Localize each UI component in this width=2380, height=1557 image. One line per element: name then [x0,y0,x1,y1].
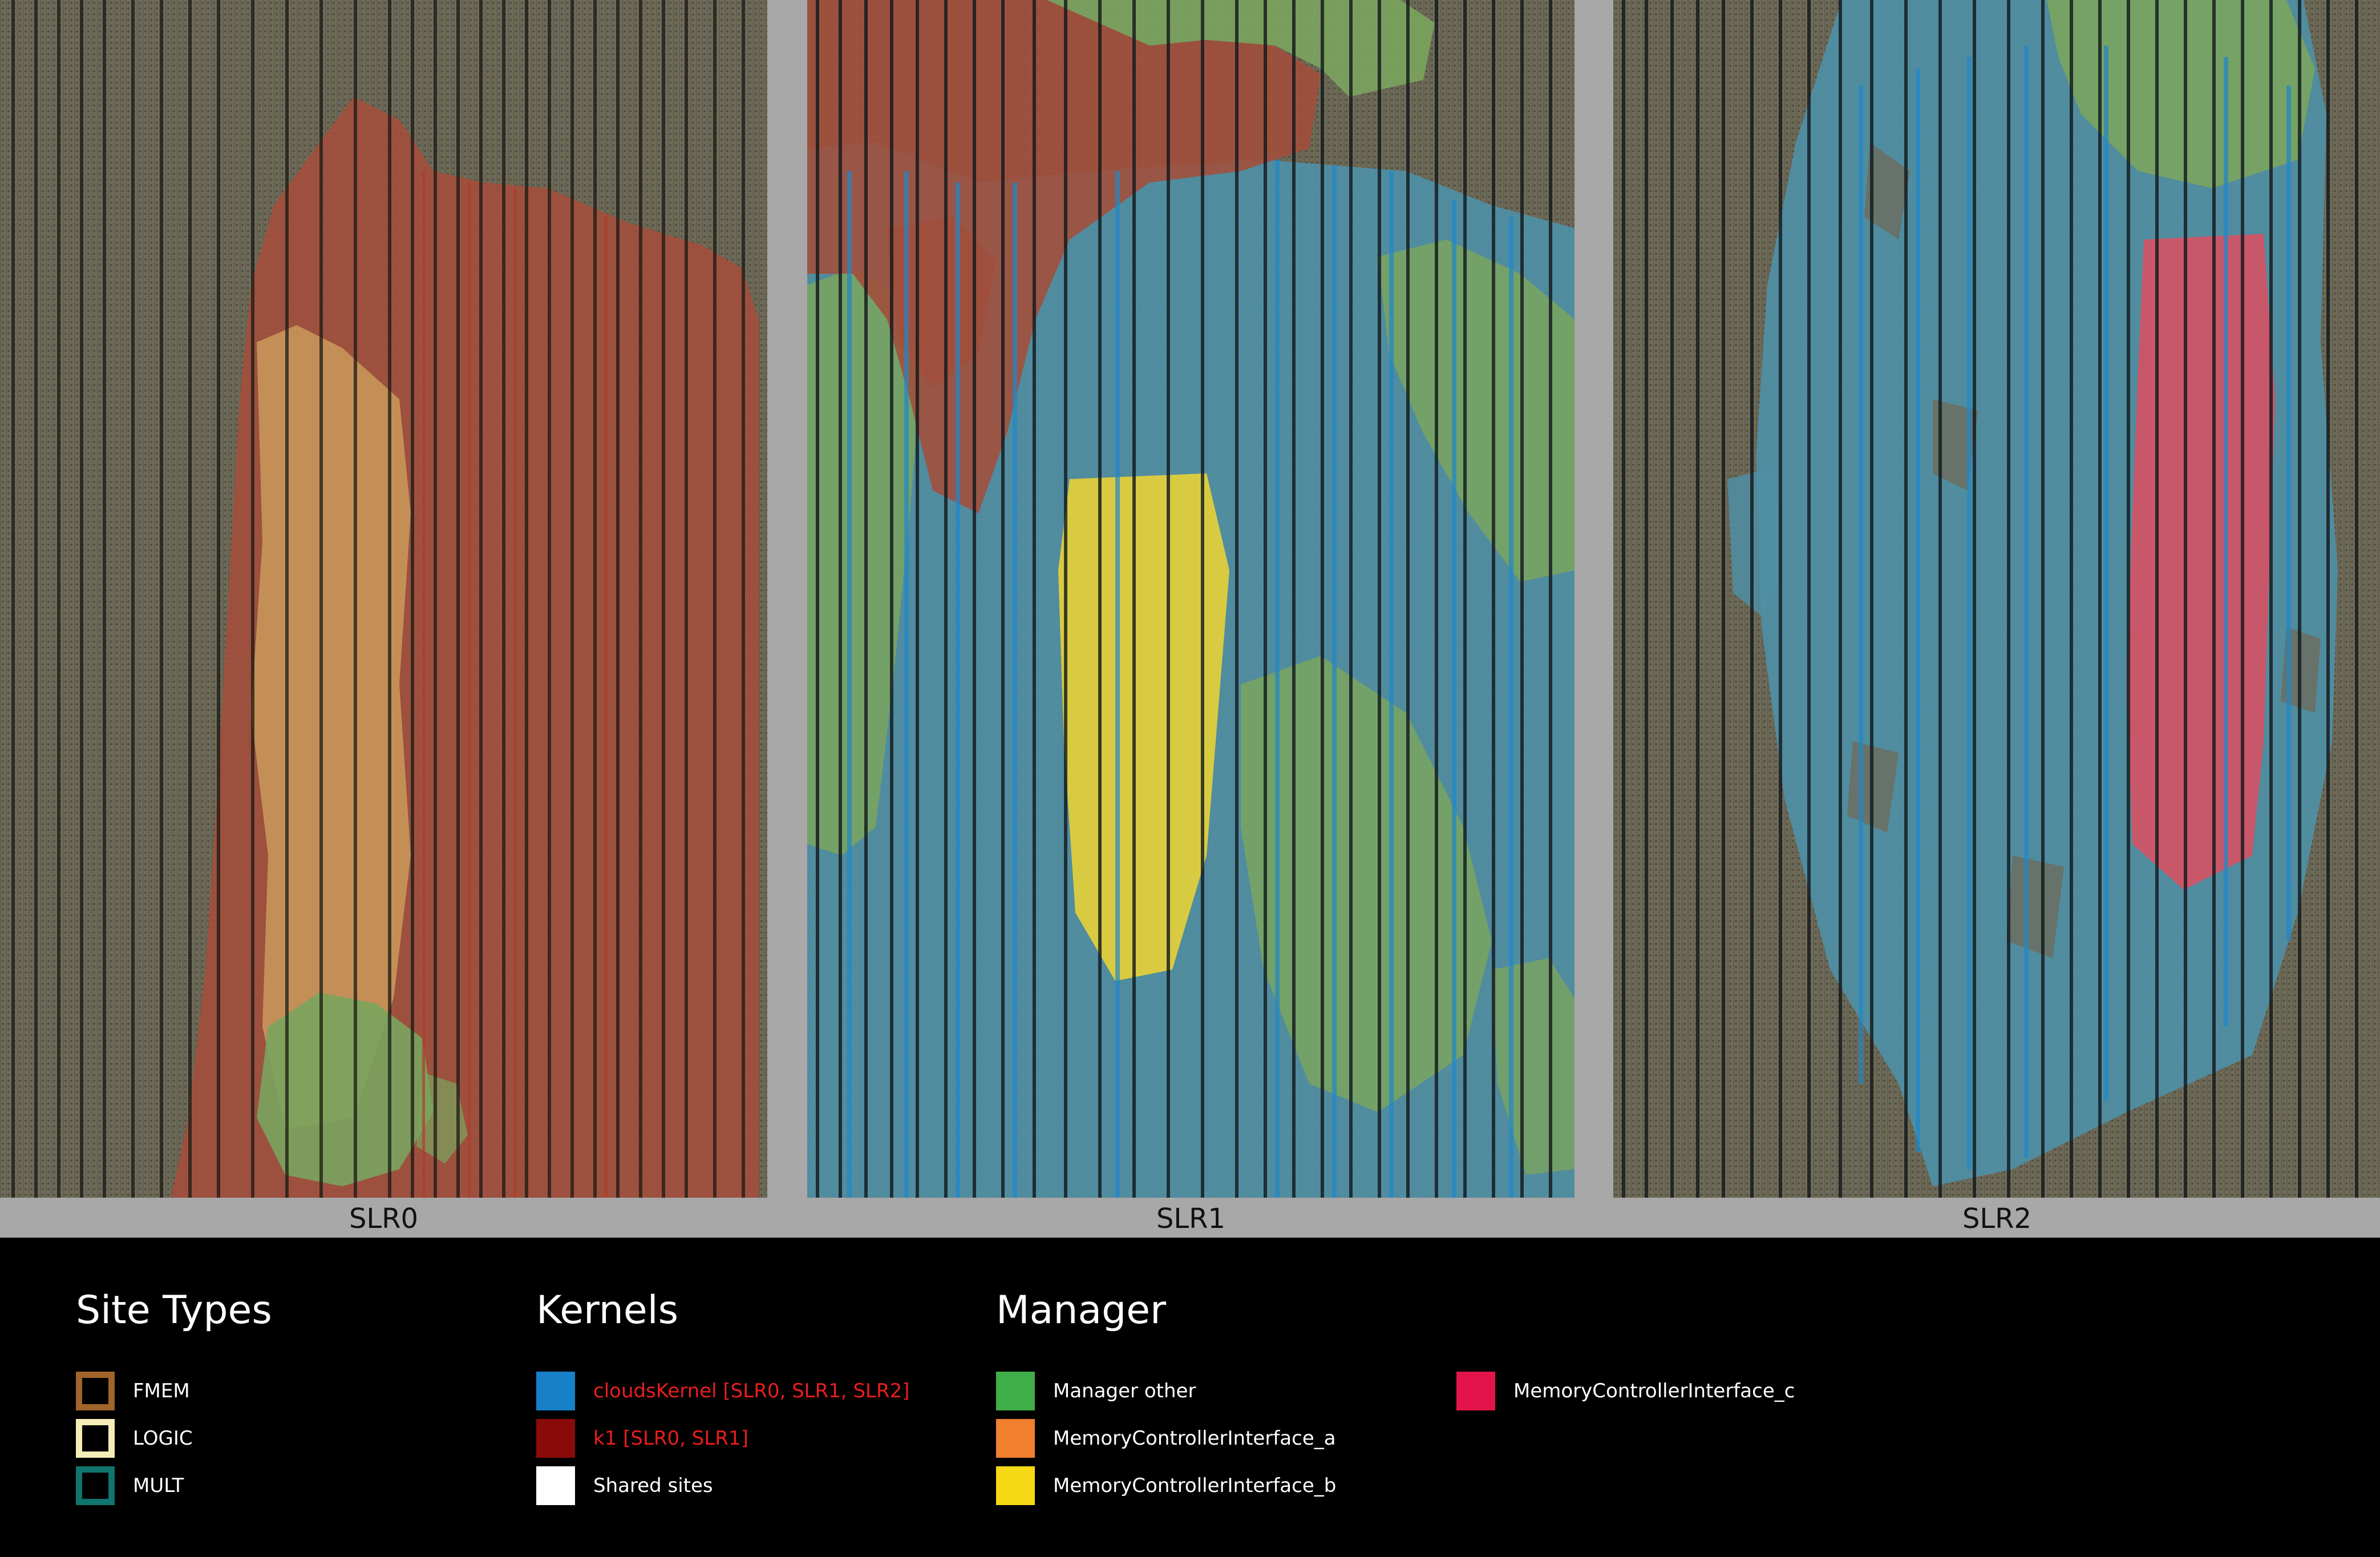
column-stripes [11,0,745,1198]
mci-c-region [2127,234,2275,890]
site-types-title: Site Types [76,1288,272,1333]
clouds-region-2 [1727,468,1784,616]
slr2-placement-map [1622,0,2358,1198]
fmem-swatch [76,1372,115,1410]
slr1-panel [807,0,1574,1198]
kernels-title: Kernels [536,1288,679,1333]
manager-other-region-2 [416,1072,468,1163]
manager-other-label: Manager other [1053,1380,1196,1402]
k1-column-stripes [422,171,608,1198]
clouds-column-stripes [847,160,1513,1198]
slr2-panel [1613,0,2380,1198]
clouds-kernel-label: cloudsKernel [SLR0, SLR1, SLR2] [593,1380,910,1402]
manager-other-swatch [996,1372,1035,1410]
mci-a-label: MemoryControllerInterface_a [1053,1427,1336,1450]
shared-sites-label: Shared sites [593,1474,713,1497]
logic-label: LOGIC [133,1427,193,1450]
clouds-column-stripes [1859,46,2291,1169]
device-floorplan: SLR0 [0,0,2380,1238]
k1-label: k1 [SLR0, SLR1] [593,1427,748,1450]
mci-c-label: MemoryControllerInterface_c [1513,1380,1795,1402]
shared-sites-swatch [536,1466,575,1505]
mci-a-region [251,325,411,1129]
manager-other-region [2047,0,2315,188]
k1-region-2 [887,217,995,388]
slr1-label: SLR1 [1156,1203,1226,1235]
mci-b-swatch [996,1466,1035,1505]
column-stripes [816,0,1552,1198]
manager-other-region [1047,0,1435,97]
manager-other-region-2 [1378,240,1574,582]
fmem-label: FMEM [133,1380,190,1402]
logic-swatch [76,1419,115,1458]
manager-title: Manager [996,1288,1167,1333]
slr0-placement-map [11,0,759,1198]
mult-label: MULT [133,1474,184,1497]
column-stripes [1622,0,2358,1198]
mci-c-swatch [1456,1372,1495,1410]
slr0-label: SLR0 [349,1203,419,1235]
mult-swatch [76,1466,115,1505]
slr2-label: SLR2 [1962,1203,2032,1235]
mci-a-swatch [996,1419,1035,1458]
manager-other-region-4 [1241,656,1492,1112]
k1-swatch [536,1419,575,1458]
mci-b-label: MemoryControllerInterface_b [1053,1474,1337,1497]
clouds-kernel-swatch [536,1372,575,1410]
slr0-panel [0,0,767,1198]
slr1-placement-map [807,0,1574,1198]
